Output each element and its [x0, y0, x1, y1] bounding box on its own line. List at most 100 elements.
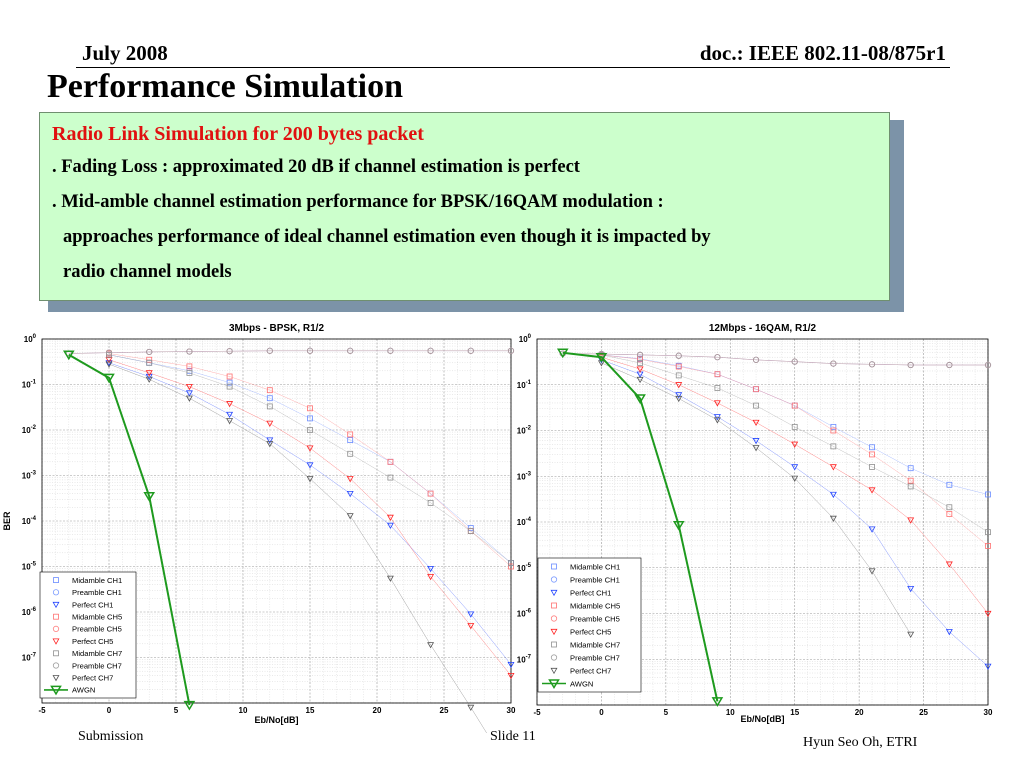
series-line — [108, 359, 512, 676]
legend-swatch — [550, 628, 558, 636]
data-point — [266, 441, 274, 448]
data-point — [714, 371, 721, 378]
legend-swatch — [50, 685, 62, 696]
legend-swatch — [548, 679, 560, 689]
textbox-line-3: approaches performance of ideal channel … — [63, 227, 711, 247]
data-point — [868, 361, 876, 368]
data-point — [869, 444, 875, 451]
data-point — [752, 438, 760, 445]
textbox: Radio Link Simulation for 200 bytes pack… — [39, 112, 890, 301]
data-point — [307, 427, 313, 433]
data-point — [946, 504, 953, 511]
data-point — [467, 623, 475, 630]
data-point — [467, 528, 474, 534]
data-point — [868, 526, 876, 533]
data-point — [105, 349, 113, 356]
data-point — [984, 663, 992, 670]
y-tick-label: 10-4 — [517, 517, 532, 527]
data-point — [830, 360, 837, 367]
data-point — [427, 573, 435, 581]
data-point — [266, 347, 273, 354]
y-tick-label: 10-5 — [22, 562, 37, 572]
data-point — [713, 400, 721, 407]
data-point — [427, 499, 434, 506]
x-tick-label: -5 — [38, 706, 46, 715]
data-point — [347, 347, 354, 354]
x-tick-label: 0 — [107, 706, 112, 715]
data-point — [185, 383, 193, 391]
data-point — [946, 361, 953, 369]
chart-title: 12Mbps - 16QAM, R1/2 — [709, 323, 817, 334]
data-point — [637, 356, 643, 363]
legend-swatch — [551, 641, 557, 648]
legend-label: Perfect CH5 — [72, 637, 113, 646]
data-point — [752, 445, 760, 452]
data-point — [306, 462, 314, 469]
data-point — [146, 348, 153, 356]
data-point — [830, 427, 837, 434]
data-point — [985, 543, 991, 549]
data-point — [829, 515, 837, 522]
data-point — [427, 565, 435, 573]
legend-swatch — [52, 675, 60, 682]
y-tick-label: 10-6 — [22, 607, 37, 617]
data-point — [907, 586, 915, 593]
x-tick-label: 20 — [855, 708, 864, 717]
data-point — [347, 450, 354, 457]
data-point — [226, 379, 233, 386]
y-tick-label: 10-6 — [517, 609, 532, 619]
data-point — [186, 369, 193, 376]
series-line — [108, 363, 487, 733]
y-axis-label: BER — [2, 511, 12, 531]
data-point — [907, 465, 914, 472]
data-point — [675, 363, 682, 370]
x-tick-label: 0 — [599, 708, 604, 717]
data-point — [907, 483, 914, 490]
plot-frame — [536, 338, 989, 706]
legend-swatch — [550, 667, 558, 675]
chart-16qam: 12Mbps - 16QAM, R1/2 Eb/No[dB] -5 0 5 10 15 20 2… — [517, 323, 993, 724]
data-point — [226, 411, 234, 419]
data-point — [226, 401, 234, 408]
data-point — [106, 351, 112, 358]
legend-swatch — [550, 615, 558, 622]
textbox-heading: Radio Link Simulation for 200 bytes pack… — [52, 123, 424, 145]
x-axis-label: Eb/No[dB] — [741, 714, 785, 724]
legend-label: Perfect CH7 — [72, 674, 113, 683]
textbox-line-2: . Mid-amble channel estimation performan… — [52, 192, 664, 212]
data-point — [105, 360, 113, 367]
data-point — [869, 451, 875, 458]
legend-box — [537, 557, 642, 693]
data-point — [145, 376, 153, 383]
footer-submission: Submission — [78, 729, 144, 744]
data-point — [713, 417, 721, 424]
data-point — [103, 373, 115, 384]
data-point — [830, 443, 837, 450]
data-point — [386, 575, 394, 582]
data-point — [507, 347, 515, 354]
data-point — [636, 376, 644, 384]
data-point — [186, 348, 193, 355]
data-point — [387, 347, 394, 354]
y-tick-label: 10-4 — [22, 516, 37, 526]
data-point — [752, 419, 760, 427]
data-point — [507, 673, 515, 680]
legend-label: Preamble CH7 — [72, 661, 122, 670]
data-point — [946, 481, 953, 488]
data-point — [508, 559, 514, 566]
data-point — [427, 642, 435, 649]
data-point — [146, 356, 153, 363]
legend-label: Preamble CH5 — [72, 625, 122, 634]
data-point — [714, 354, 721, 361]
legend-label: Midamble CH5 — [570, 601, 620, 610]
data-point — [467, 347, 474, 354]
data-point — [306, 445, 314, 452]
data-point — [346, 513, 354, 520]
data-point — [714, 385, 721, 391]
x-tick-label: 30 — [984, 708, 993, 717]
data-point — [675, 372, 682, 379]
data-point — [985, 491, 991, 498]
data-point — [753, 402, 759, 409]
data-point — [266, 437, 274, 444]
legend-swatch — [550, 589, 558, 597]
